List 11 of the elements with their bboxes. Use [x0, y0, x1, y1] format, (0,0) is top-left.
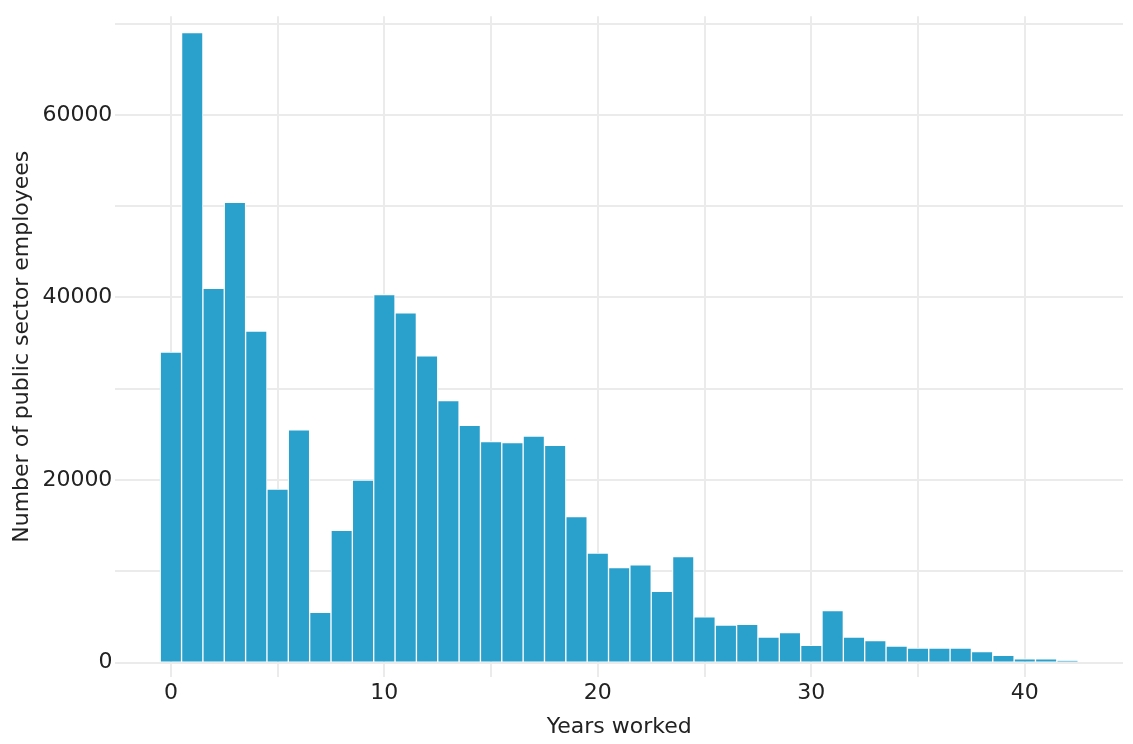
x-axis-title: Years worked	[545, 712, 692, 738]
x-tick-label: 20	[583, 679, 612, 705]
y-tick-label: 60000	[42, 100, 113, 126]
y-axis-title: Number of public sector employees	[7, 150, 33, 543]
x-tick-label: 0	[163, 679, 178, 705]
x-tick-label: 10	[370, 679, 399, 705]
x-tick-label: 30	[797, 679, 826, 705]
y-tick-label: 0	[98, 648, 113, 674]
y-tick-label: 20000	[42, 465, 113, 491]
x-tick-label: 40	[1010, 679, 1039, 705]
y-tick-label: 40000	[42, 283, 113, 309]
